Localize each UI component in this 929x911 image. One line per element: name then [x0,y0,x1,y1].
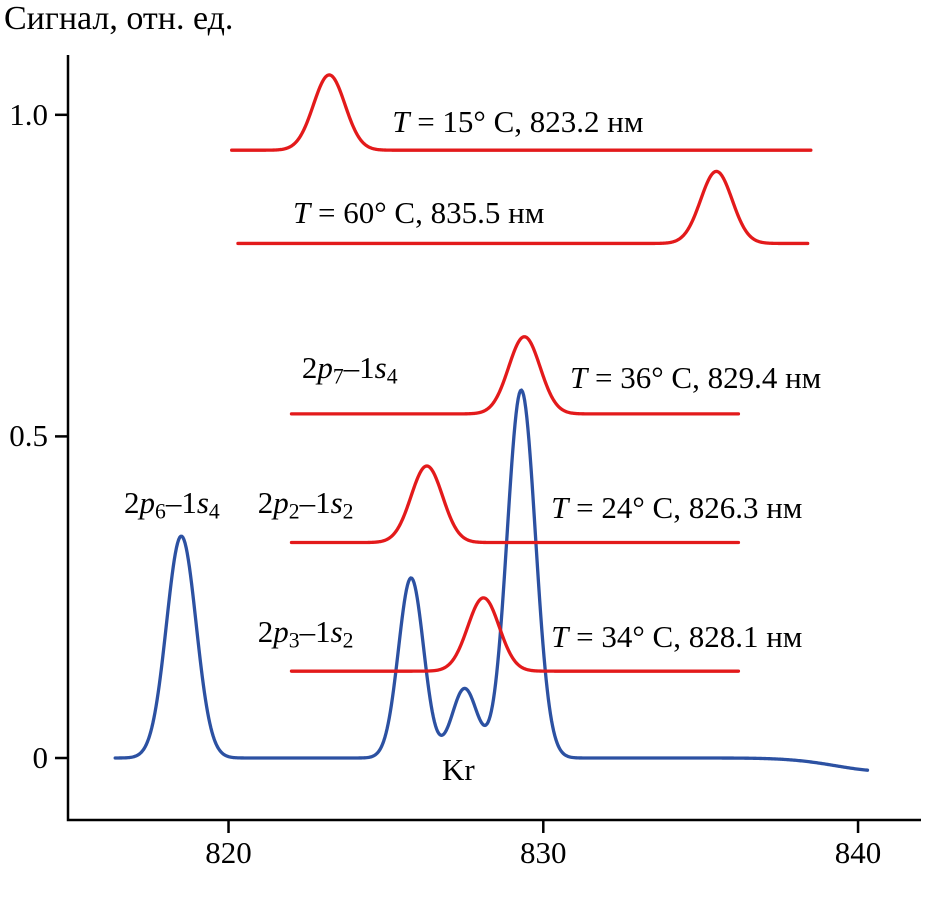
y-tick-label-1: 0.5 [9,418,48,454]
x-tick-label-2: 840 [834,834,882,870]
label-temp-15C: T = 15° C, 823.2 нм [392,103,644,139]
label-transition-2p3-1s2: 2p3–1s2 [257,613,354,653]
x-tick-label-0: 820 [205,834,252,870]
laser-line-24C [289,464,741,545]
laser-line-36C [289,335,741,416]
laser-line-60C [236,169,810,246]
y-tick-label-0: 0 [32,739,49,775]
laser-line-34C [289,596,741,673]
label-temp-36C: T = 36° C, 829.4 нм [570,359,822,395]
label-element-kr: Kr [441,751,475,787]
label-transition-2p2-1s2: 2p2–1s2 [257,485,354,524]
axes-frame [66,55,921,822]
label-temp-60C: T = 60° C, 835.5 нм [293,194,545,230]
x-tick-label-1: 830 [520,834,567,870]
label-transition-2p7-1s4: 2p7–1s4 [301,350,398,389]
label-transition-2p6-1s4: 2p6–1s4 [123,485,220,524]
y-tick-label-2: 1.0 [9,96,48,132]
label-temp-34C: T = 34° C, 828.1 нм [551,619,803,655]
blue-emission-spectrum [113,388,870,772]
laser-line-15C [230,73,813,152]
label-temp-24C: T = 24° C, 826.3 нм [551,489,803,525]
y-axis-title: Сигнал, отн. ед. [4,0,234,37]
